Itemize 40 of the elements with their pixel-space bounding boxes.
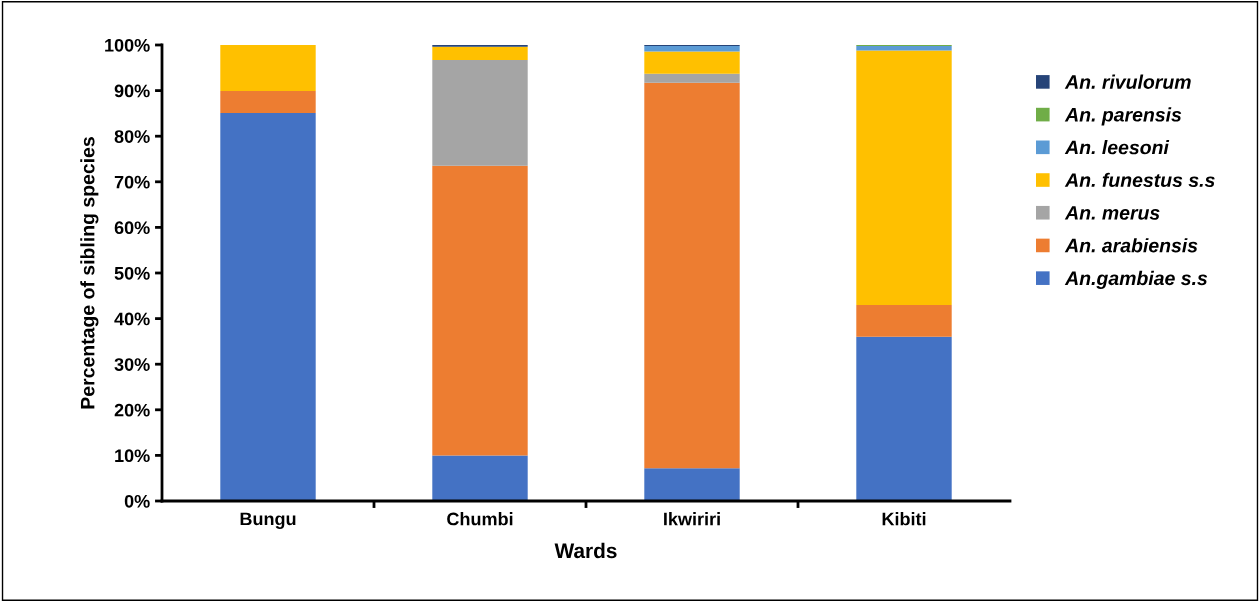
y-tick-label: 20%	[114, 403, 150, 417]
bar	[432, 46, 528, 61]
y-tick-label: 50%	[114, 266, 150, 280]
bar	[220, 91, 316, 113]
legend-label: An. arabiensis	[1064, 238, 1198, 253]
y-tick-label: 10%	[115, 449, 150, 463]
bar	[432, 60, 528, 166]
x-axis-title: Wards	[554, 542, 617, 559]
x-tick-label: Bungu	[240, 512, 296, 529]
y-tick-label: 0%	[124, 494, 150, 508]
y-tick-label: 100%	[105, 38, 150, 52]
bar	[644, 73, 740, 83]
y-axis-title: Percentage of sibling species	[80, 137, 99, 409]
bar	[220, 112, 316, 501]
bar	[644, 468, 740, 501]
legend-label: An. leesoni	[1064, 140, 1170, 155]
legend-label: An. merus	[1064, 206, 1160, 220]
legend-label: An. rivulorum	[1064, 74, 1191, 89]
legend-label: An. funestus s.s	[1064, 172, 1215, 188]
y-tick-label: 40%	[114, 312, 150, 326]
x-tick-label: Chumbi	[447, 512, 513, 526]
bar	[856, 304, 952, 337]
bar	[432, 455, 528, 501]
bar	[220, 45, 316, 92]
bar	[644, 82, 740, 469]
y-tick-label: 30%	[114, 358, 150, 371]
y-tick-label: 90%	[114, 84, 150, 98]
bar	[856, 336, 952, 501]
bar	[856, 50, 952, 305]
bar	[644, 51, 740, 74]
y-tick-label: 70%	[114, 175, 150, 189]
bar	[644, 45, 740, 52]
y-tick-label: 60%	[114, 221, 150, 235]
legend-label: An. parensis	[1064, 107, 1182, 126]
legend-label: An.gambiae s.s	[1064, 270, 1208, 289]
x-tick-label: Ikwiriri	[664, 512, 720, 526]
bar	[432, 165, 528, 456]
bar	[856, 45, 952, 51]
y-tick-label: 80%	[114, 130, 150, 143]
x-tick-label: Kibiti	[882, 512, 926, 526]
